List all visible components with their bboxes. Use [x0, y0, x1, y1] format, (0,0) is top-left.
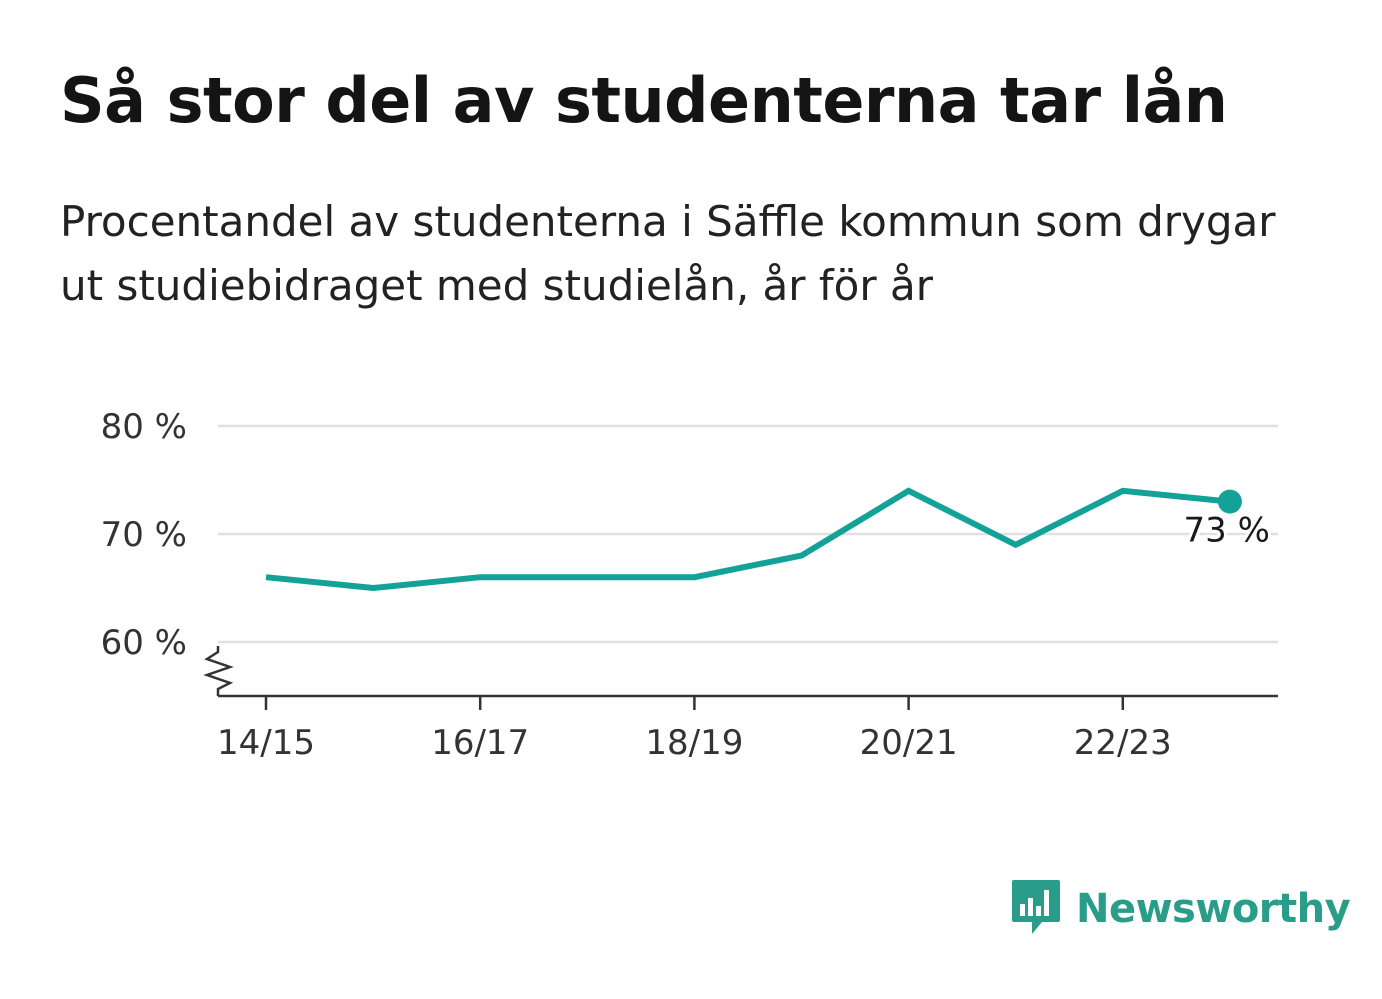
x-tick-label: 14/15	[217, 723, 315, 763]
logo-wordmark: Newsworthy	[1076, 886, 1351, 932]
x-tick-label: 18/19	[645, 723, 743, 763]
y-tick-label: 70 %	[101, 515, 187, 555]
y-tick-label: 80 %	[101, 407, 187, 447]
chart-title: Så stor del av studenterna tar lån	[60, 64, 1228, 137]
x-tick-label: 22/23	[1074, 723, 1172, 763]
series-layer: 73 %	[265, 487, 1273, 592]
axis-labels: 60 % 70 % 80 % 14/15 16/17 18/19 20/21 22/23	[101, 407, 1172, 763]
last-value-marker	[1217, 489, 1242, 514]
y-axis-break-icon	[203, 646, 234, 696]
x-tick-label: 20/21	[860, 723, 958, 763]
last-value-label: 73 %	[1184, 511, 1270, 551]
chart-subtitle: Procentandel av studenterna i Säffle kom…	[60, 197, 1276, 310]
grid-lines	[218, 424, 1278, 644]
newsworthy-logo: Newsworthy	[1010, 878, 1351, 940]
series-line	[265, 487, 1231, 592]
x-tick-label: 16/17	[431, 723, 529, 763]
axes	[203, 646, 1278, 710]
y-tick-label: 60 %	[101, 623, 187, 663]
newsworthy-logo-icon	[1012, 880, 1060, 934]
